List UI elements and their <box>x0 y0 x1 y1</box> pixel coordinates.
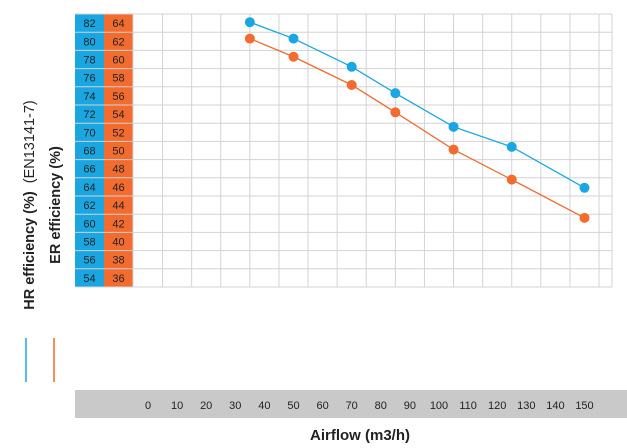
x-tick-label: 100 <box>430 400 448 412</box>
er-tick-label: 52 <box>112 127 124 139</box>
hr-tick-label: 64 <box>83 182 95 194</box>
er-tick-label: 44 <box>112 200 124 212</box>
x-tick-label: 20 <box>200 400 212 412</box>
hr-tick-label: 62 <box>83 200 95 212</box>
data-point-hr <box>579 182 590 193</box>
x-tick-label: 10 <box>171 400 183 412</box>
hr-axis-band <box>75 14 104 287</box>
er-tick-label: 38 <box>112 255 124 267</box>
x-tick-label: 110 <box>459 400 477 412</box>
er-tick-label: 58 <box>112 73 124 85</box>
x-tick-label: 70 <box>346 400 358 412</box>
x-tick-label: 40 <box>258 400 270 412</box>
hr-tick-label: 78 <box>83 55 95 67</box>
y-axis-title-er: ER efficiency (%) <box>48 146 64 264</box>
data-point-er <box>390 107 401 118</box>
data-point-hr <box>390 88 401 99</box>
x-axis-band <box>75 390 627 418</box>
data-point-er <box>244 33 255 44</box>
er-tick-label: 54 <box>112 109 124 121</box>
er-tick-label: 62 <box>112 36 124 48</box>
y-axis-title-hr-bold: HR efficiency (%) <box>22 191 38 310</box>
x-axis-title: Airflow (m3/h) <box>310 427 410 444</box>
x-axis-tick-band <box>75 390 627 418</box>
y-axis-bands <box>75 14 133 287</box>
x-tick-label: 60 <box>316 400 328 412</box>
er-tick-label: 60 <box>112 55 124 67</box>
data-point-hr <box>244 17 255 28</box>
x-tick-label: 150 <box>575 400 593 412</box>
data-point-hr <box>346 61 357 72</box>
hr-tick-label: 72 <box>83 109 95 121</box>
hr-tick-label: 82 <box>83 18 95 30</box>
data-point-er <box>288 51 299 62</box>
y-axis-title-hr: HR efficiency (%) (EN13141-7) <box>22 100 38 310</box>
x-tick-label: 30 <box>229 400 241 412</box>
er-tick-label: 50 <box>112 146 124 158</box>
data-point-er <box>346 79 357 90</box>
er-tick-label: 46 <box>112 182 124 194</box>
hr-tick-label: 56 <box>83 255 95 267</box>
hr-tick-label: 60 <box>83 218 95 230</box>
hr-tick-label: 66 <box>83 164 95 176</box>
er-tick-label: 40 <box>112 237 124 249</box>
x-tick-label: 80 <box>375 400 387 412</box>
er-tick-label: 64 <box>112 18 124 30</box>
x-tick-labels: 0 10 20 30 40 50 60 70 80 90 100 110 120 130 140 150 <box>145 400 594 412</box>
x-tick-label: 50 <box>287 400 299 412</box>
x-tick-label: 90 <box>404 400 416 412</box>
data-point-er <box>448 144 459 155</box>
svg-text:HR efficiency (%) (EN131: HR efficiency (%) (EN13141-7) <box>22 100 38 310</box>
hr-tick-label: 74 <box>83 91 95 103</box>
hr-tick-label: 54 <box>83 273 95 285</box>
data-point-er <box>579 212 590 223</box>
er-axis-band <box>104 14 133 287</box>
data-point-hr <box>288 33 299 44</box>
er-tick-label: 36 <box>112 273 124 285</box>
er-tick-label: 48 <box>112 164 124 176</box>
y-axis-title-hr-note: (EN13141-7) <box>22 100 38 183</box>
er-tick-label: 56 <box>112 91 124 103</box>
x-tick-label: 120 <box>488 400 506 412</box>
series-line-er <box>249 37 585 219</box>
y-axis-title-er-text: ER efficiency (%) <box>48 146 64 264</box>
hr-tick-label: 76 <box>83 73 95 85</box>
series-points <box>244 17 590 223</box>
hr-tick-label: 58 <box>83 237 95 249</box>
hr-tick-label: 80 <box>83 36 95 48</box>
data-point-er <box>506 174 517 185</box>
hr-tick-label: 70 <box>83 127 95 139</box>
hr-tick-label: 68 <box>83 146 95 158</box>
x-tick-label: 130 <box>517 400 535 412</box>
grid-lines <box>75 13 613 288</box>
data-point-hr <box>448 121 459 132</box>
er-tick-label: 42 <box>112 218 124 230</box>
data-point-hr <box>506 141 517 152</box>
x-tick-label: 140 <box>546 400 564 412</box>
y-tick-labels: 82 80 78 76 74 72 70 68 66 64 62 60 58 56 54 64 62 60 58 56… <box>83 18 124 285</box>
series-lines <box>249 21 585 219</box>
x-tick-label: 0 <box>145 400 151 412</box>
